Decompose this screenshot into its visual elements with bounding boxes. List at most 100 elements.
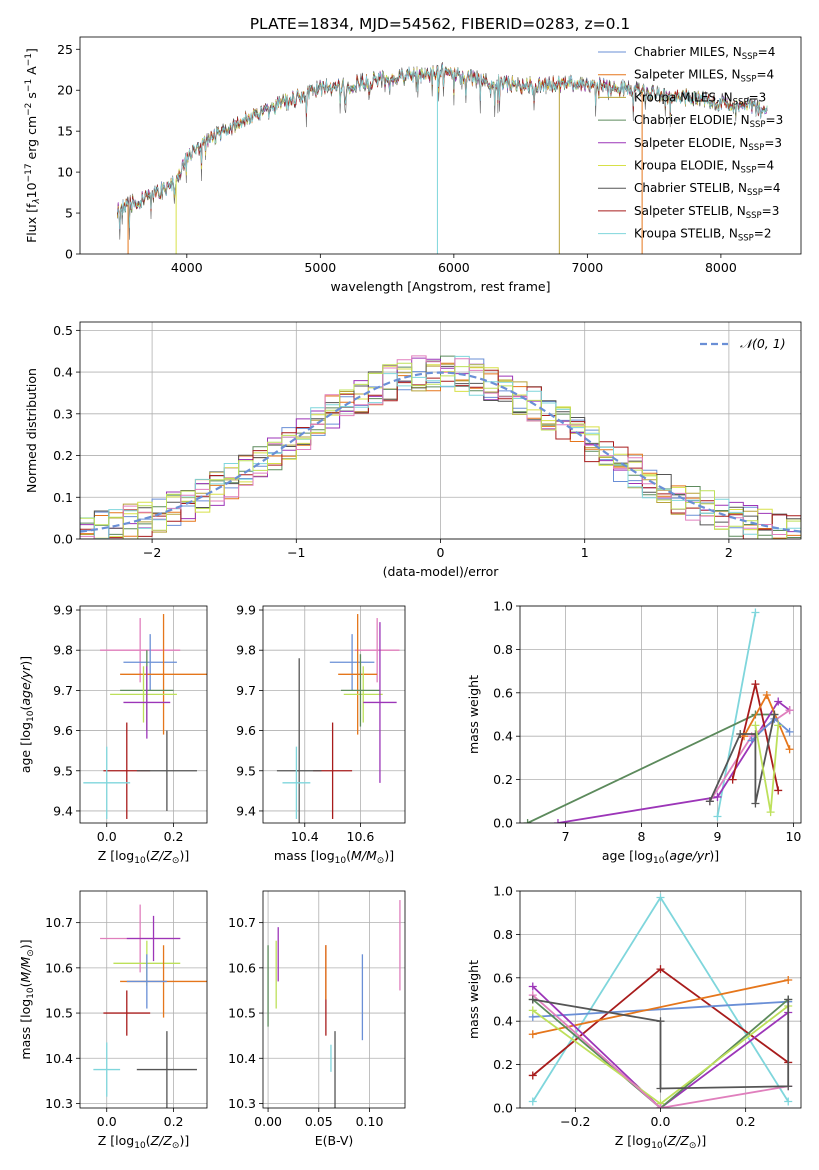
label-part: )] [179,848,189,863]
massweight-marker [785,727,794,736]
x-axis-label: Z [log10(Z/Z⊙)] [615,1133,706,1151]
axes-frame [519,890,802,1109]
massweight-marker [656,965,665,974]
label-part: SSP [748,143,764,153]
y-tick-label: 0.0 [493,1101,513,1116]
label-part: ⊙ [172,856,180,866]
chart-massweight_vs_Z: −0.2 0.0 0.2 0.0 0.2 0.4 0.6 0.8 1.0 Z [log10(Z/Z… [466,884,802,1151]
x-tick-label: 0.2 [164,1114,184,1129]
chart-age_vs_mass: 10.4 10.6 9.4 9.5 9.6 9.7 9.8 9.9 mass [log10(M/… [236,603,406,866]
y-tick-label: 9.5 [53,763,73,778]
label-part: E(B-V) [315,1133,354,1148]
y-tick-label: 0.2 [493,772,513,787]
massweight-marker [656,1104,665,1108]
x-tick-label: 10.6 [347,829,375,844]
x-tick-label: 0.2 [164,829,184,844]
y-tick-label: 0.2 [493,1057,513,1072]
massweight-line [716,612,757,817]
massweight-marker [751,680,760,689]
label-part: Salpeter ELODIE, N [634,136,748,150]
x-tick-label: −2 [143,545,161,560]
plot-content [80,355,801,539]
massweight-marker [784,975,793,984]
label-part: Flux [f [24,203,39,243]
label-part: ( [146,848,151,863]
axes-frame [262,605,406,824]
chart-residuals: −2 −1 0 1 2 0.0 0.1 0.2 0.3 0.4 0.5 (data-model)/er… [24,321,802,579]
plot-area [80,891,207,1108]
label-part: ( [18,982,33,987]
y-tick-label: 9.9 [53,603,73,618]
label-part: SSP [746,211,762,221]
label-part: )] [696,1133,706,1148]
y-tick-label: 0.0 [493,816,513,831]
y-tick-label: 10.3 [45,1096,73,1111]
x-tick-label: 0 [437,545,445,560]
label-part: Normed distribution [24,368,39,493]
y-axis-label: Normed distribution [24,368,39,493]
massweight-marker [713,792,722,801]
massweight-line [532,1000,789,1018]
axes-frame [79,890,208,1109]
label-part: log [115,848,134,863]
massweight-marker [553,819,562,823]
x-axis-label: (data-model)/error [383,564,500,579]
label-part: log [115,1133,134,1148]
x-tick-label: 5000 [304,260,336,275]
plot-content [523,608,794,823]
chart-spectrum: 4000 5000 6000 7000 8000 0 5 10 15 20 25 wavelength… [24,36,802,294]
legend-label: Salpeter STELIB, NSSP=3 [634,204,779,221]
x-tick-label: 0.10 [356,1114,384,1129]
x-tick-label: 1 [581,545,589,560]
label-part: mass weight [466,960,481,1039]
massweight-marker [751,721,760,730]
legend-label: Salpeter MILES, NSSP=4 [634,68,774,85]
label-part: )] [179,1133,189,1148]
legend-label: Chabrier STELIB, NSSP=4 [634,181,781,198]
y-tick-label: 0.3 [53,406,73,421]
massweight-marker [728,775,737,784]
label-part: =3 [749,90,767,104]
y-axis-label: Flux [fλ10−17 erg cm−2 s−1 A−1] [24,48,42,243]
label-part: SSP [741,166,757,176]
y-tick-label: 0.2 [53,448,73,463]
label-part: 10 [24,182,39,198]
label-part: mass weight [466,675,481,754]
y-tick-label: 9.6 [236,723,256,738]
y-tick-label: 10.6 [45,960,73,975]
x-tick-label: 2 [725,545,733,560]
y-tick-label: 10.4 [228,1051,256,1066]
label-part: 10 [134,856,146,866]
label-part: s [24,92,39,103]
plot-content [528,893,793,1108]
chart-title: PLATE=1834, MJD=54562, FIBERID=0283, z=0… [250,15,631,33]
y-tick-label: 0.8 [493,927,513,942]
y-tick-label: 0.4 [493,729,513,744]
label-part: Z/Z [667,1133,690,1148]
x-axis-label: age [log10(age/yr)] [602,848,719,866]
massweight-marker [705,797,714,806]
massweight-marker [766,808,775,817]
label-part: ( [664,848,669,863]
label-part: 10 [26,710,36,722]
label-part: ⊙ [172,1141,180,1151]
y-tick-label: 15 [57,124,73,139]
massweight-marker [751,608,760,617]
y-tick-label: 10 [57,165,73,180]
x-axis-label: mass [log10(M/M⊙)] [274,848,394,866]
label-part: ( [18,706,33,711]
label-part: Kroupa ELODIE, N [634,159,741,173]
y-tick-label: 9.9 [236,603,256,618]
label-part: Salpeter MILES, N [634,68,741,82]
legend-label: Kroupa MILES, NSSP=3 [634,90,766,107]
y-tick-label: 9.4 [53,803,73,818]
label-part: SSP [738,234,754,244]
label-part: SSP [742,52,758,62]
massweight-marker [528,1097,537,1106]
label-part: SSP [747,188,763,198]
label-part: A [24,66,39,79]
label-part: 10 [26,987,36,999]
y-tick-label: 9.7 [236,683,256,698]
label-part: erg cm [24,116,39,164]
